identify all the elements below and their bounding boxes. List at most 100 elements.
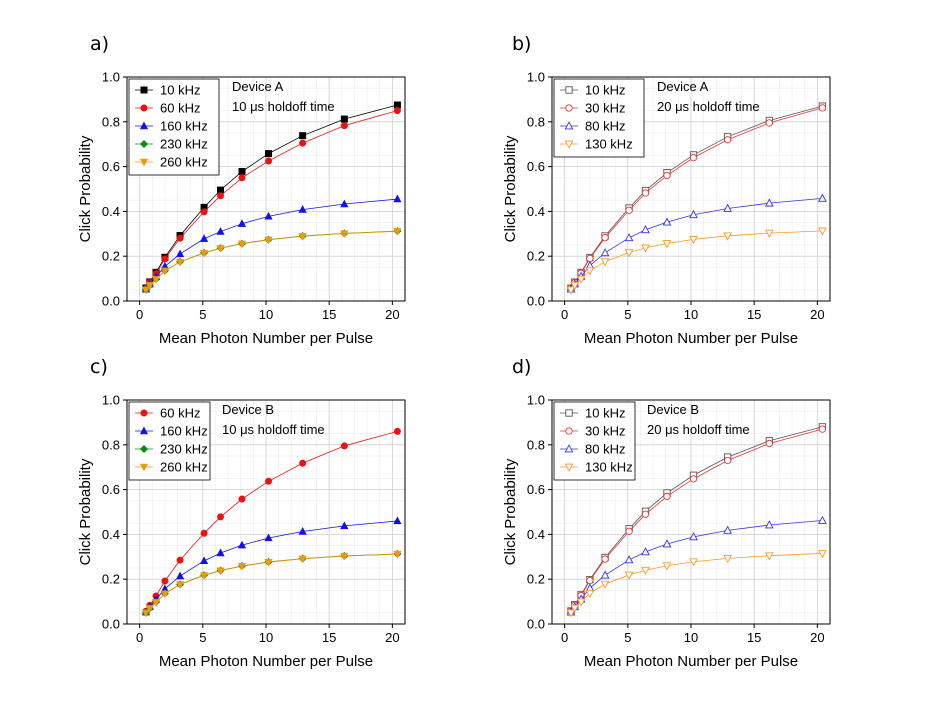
data-point — [641, 510, 650, 518]
data-point — [624, 571, 634, 580]
data-point — [641, 189, 650, 197]
legend-entry: 10 kHz — [160, 83, 200, 98]
x-tick-label: 5 — [624, 307, 631, 322]
legend-marker — [565, 104, 573, 112]
data-point — [265, 150, 273, 158]
legend-marker — [140, 104, 148, 112]
data-point — [299, 459, 307, 467]
x-tick-label: 10 — [259, 630, 273, 645]
legend-entry: 260 kHz — [160, 155, 208, 170]
y-tick-label: 0.8 — [102, 114, 120, 129]
series-160-khz — [141, 194, 402, 293]
data-point — [176, 556, 184, 564]
data-point — [585, 589, 595, 599]
data-point — [298, 555, 307, 564]
data-point — [264, 236, 273, 245]
data-point — [176, 234, 184, 242]
data-point — [663, 492, 671, 500]
y-axis-title: Click Probability — [502, 458, 519, 565]
legend-marker — [139, 121, 149, 130]
series-260-khz — [141, 228, 402, 295]
legend-entry: 30 kHz — [585, 101, 625, 116]
data-point — [566, 286, 576, 295]
data-point — [723, 203, 732, 212]
data-point — [145, 605, 154, 613]
legend-entry: 230 kHz — [160, 442, 208, 457]
data-point — [298, 527, 307, 535]
data-point — [723, 456, 732, 465]
series-160-khz — [141, 516, 402, 616]
data-point — [199, 234, 209, 242]
data-point — [161, 577, 169, 585]
series-80-khz — [566, 515, 827, 616]
legend-marker — [140, 86, 148, 94]
panel-label: c) — [90, 356, 108, 378]
data-point — [625, 527, 633, 535]
data-point — [641, 566, 650, 575]
legend: 10 kHz 60 kHz 160 kHz 230 kHz 260 kHz — [128, 78, 220, 176]
data-point — [641, 244, 650, 253]
legend-marker — [139, 426, 149, 435]
data-point — [566, 609, 576, 618]
annotation-text: Device B — [222, 402, 274, 417]
y-tick-label: 1.0 — [527, 393, 545, 408]
data-point — [237, 240, 247, 249]
chart-panel-b: 0 5 10 15 20 0.0 0.2 0.4 0.6 0.8 1.0 Mean Photon Nu… — [502, 33, 831, 347]
y-tick-label: 0.4 — [102, 527, 120, 542]
x-tick-label: 0 — [136, 307, 143, 322]
data-point — [216, 567, 225, 576]
legend-entry: 60 kHz — [160, 101, 200, 116]
legend-marker — [139, 139, 149, 149]
data-point — [764, 198, 774, 207]
data-point — [818, 550, 827, 559]
y-tick-label: 0.4 — [102, 204, 120, 219]
x-tick-label: 20 — [385, 307, 399, 322]
data-point — [141, 609, 151, 618]
x-tick-label: 15 — [322, 630, 336, 645]
data-point — [216, 227, 225, 235]
series-130-khz — [566, 550, 827, 618]
data-point — [764, 229, 774, 238]
legend-entry: 80 kHz — [585, 119, 625, 134]
data-point — [576, 598, 586, 607]
data-point — [641, 547, 650, 556]
data-point — [600, 580, 610, 589]
data-point — [160, 267, 170, 276]
data-point — [818, 193, 827, 202]
series-line — [145, 553, 398, 614]
data-point — [238, 495, 246, 503]
legend-marker — [565, 409, 573, 417]
data-point — [624, 555, 634, 564]
y-tick-label: 0.6 — [527, 482, 545, 497]
series-line — [570, 230, 823, 291]
data-point — [264, 558, 273, 567]
data-point — [601, 555, 609, 563]
data-point — [265, 477, 273, 485]
data-point — [624, 249, 634, 258]
y-tick-label: 1.0 — [102, 70, 120, 85]
data-point — [662, 217, 672, 226]
data-point — [393, 550, 402, 559]
x-tick-label: 10 — [259, 307, 273, 322]
data-point — [723, 555, 732, 564]
data-point — [298, 233, 307, 241]
data-point — [663, 171, 671, 180]
data-point — [764, 552, 774, 561]
data-point — [340, 199, 349, 208]
data-point — [586, 576, 594, 585]
data-point — [340, 552, 349, 561]
data-point — [570, 281, 580, 291]
data-point — [265, 157, 273, 165]
y-axis-title: Click Probability — [77, 458, 94, 565]
data-point — [199, 572, 209, 580]
y-tick-label: 0.8 — [527, 437, 545, 452]
x-tick-label: 15 — [747, 630, 761, 645]
panel-label: d) — [512, 356, 531, 378]
data-point — [217, 192, 225, 200]
data-point — [199, 249, 209, 258]
data-point — [765, 119, 773, 127]
legend-entry: 130 kHz — [585, 137, 633, 152]
data-point — [200, 208, 208, 216]
data-point — [689, 532, 698, 541]
data-point — [689, 210, 698, 219]
